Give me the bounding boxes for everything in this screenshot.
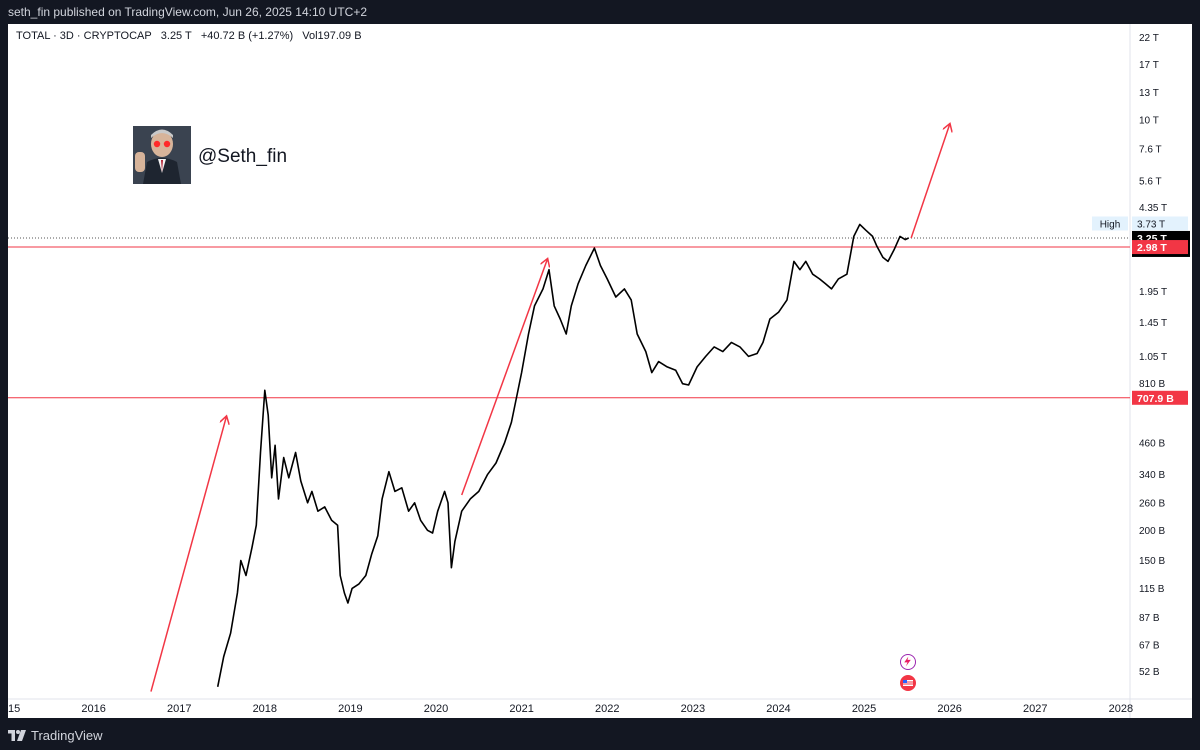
price-tick-label: 1.95 T (1139, 287, 1167, 298)
symbol-label[interactable]: TOTAL · 3D · CRYPTOCAP (16, 30, 152, 42)
price-tick-label: 200 B (1139, 526, 1165, 537)
avatar (133, 126, 191, 184)
time-tick-label: 2025 (852, 703, 876, 715)
change-label: +40.72 B (+1.27%) (200, 30, 294, 42)
price-tick-label: 7.6 T (1139, 144, 1162, 155)
price-tick-label: 52 B (1139, 667, 1160, 678)
chart-header: TOTAL · 3D · CRYPTOCAP 3.25 T +40.72 B (… (16, 30, 368, 42)
price-tick-label: 4.35 T (1139, 203, 1167, 214)
time-tick-label: 2024 (766, 703, 790, 715)
price-tick-label: 340 B (1139, 470, 1165, 481)
high-value-text: 3.73 T (1137, 220, 1165, 231)
trend-arrow-2 (910, 124, 950, 239)
publisher-text: seth_fin published on TradingView.com, J… (8, 5, 368, 19)
price-tick-label: 10 T (1139, 116, 1159, 127)
time-tick-label: 2020 (424, 703, 448, 715)
price-tick-label: 1.45 T (1139, 318, 1167, 329)
price-tick-label: 115 B (1139, 584, 1165, 595)
time-tick-label: 2027 (1023, 703, 1047, 715)
time-tick-label: 2015 (8, 703, 20, 715)
price-tick-label: 13 T (1139, 88, 1159, 99)
price-chart[interactable]: 22 T 17 T 13 T 10 T 7.6 T 5.6 T 4.35 T 1.95 T 1.… (8, 24, 1192, 718)
level-badge (1132, 240, 1188, 255)
price-tick-label: 5.6 T (1139, 176, 1162, 187)
price-tick-label: 67 B (1139, 641, 1160, 652)
time-tick-label: 2022 (595, 703, 619, 715)
price-label: 3.25 T (160, 30, 192, 42)
time-tick-label: 2023 (681, 703, 705, 715)
high-label-text: High (1100, 220, 1121, 231)
time-tick-label: 2028 (1109, 703, 1133, 715)
footer-brand: TradingView (31, 727, 103, 743)
time-tick-label: 2017 (167, 703, 191, 715)
tradingview-logo[interactable]: TradingView (8, 728, 103, 743)
avatar-portrait-icon (133, 126, 191, 184)
chart-frame[interactable]: 22 T 17 T 13 T 10 T 7.6 T 5.6 T 4.35 T 1.95 T 1.… (8, 24, 1192, 718)
level-badge-text: 707.9 B (1137, 393, 1174, 405)
price-tick-label: 17 T (1139, 60, 1159, 71)
trend-arrow-0 (150, 417, 226, 692)
price-tick-label: 150 B (1139, 556, 1165, 567)
price-tick-label: 87 B (1139, 613, 1160, 624)
time-tick-label: 2026 (937, 703, 961, 715)
price-tick-label: 260 B (1139, 498, 1165, 509)
time-tick-label: 2021 (509, 703, 533, 715)
trend-arrow-1 (461, 259, 548, 496)
level-badge-text: 2.98 T (1137, 242, 1167, 254)
high-label-box (1092, 216, 1128, 231)
time-tick-label: 2016 (81, 703, 105, 715)
publisher-bar: seth_fin published on TradingView.com, J… (0, 0, 1200, 24)
high-value-box (1132, 216, 1188, 231)
time-tick-label: 2018 (253, 703, 277, 715)
lightning-event-icon[interactable] (900, 654, 916, 670)
price-tick-label: 460 B (1139, 438, 1165, 449)
price-tick-label: 810 B (1139, 379, 1165, 390)
price-series-line (216, 223, 909, 687)
watermark-handle: @Seth_fin (198, 146, 288, 167)
volume-label: Vol197.09 B (302, 30, 362, 42)
tradingview-logo-icon (8, 729, 26, 741)
us-flag-event-icon[interactable] (900, 675, 916, 691)
price-tick-label: 22 T (1139, 33, 1159, 44)
price-tick-label: 1.05 T (1139, 352, 1167, 363)
time-tick-label: 2019 (338, 703, 362, 715)
footer-bar: TradingView (0, 720, 1200, 750)
level-badge (1132, 390, 1188, 405)
